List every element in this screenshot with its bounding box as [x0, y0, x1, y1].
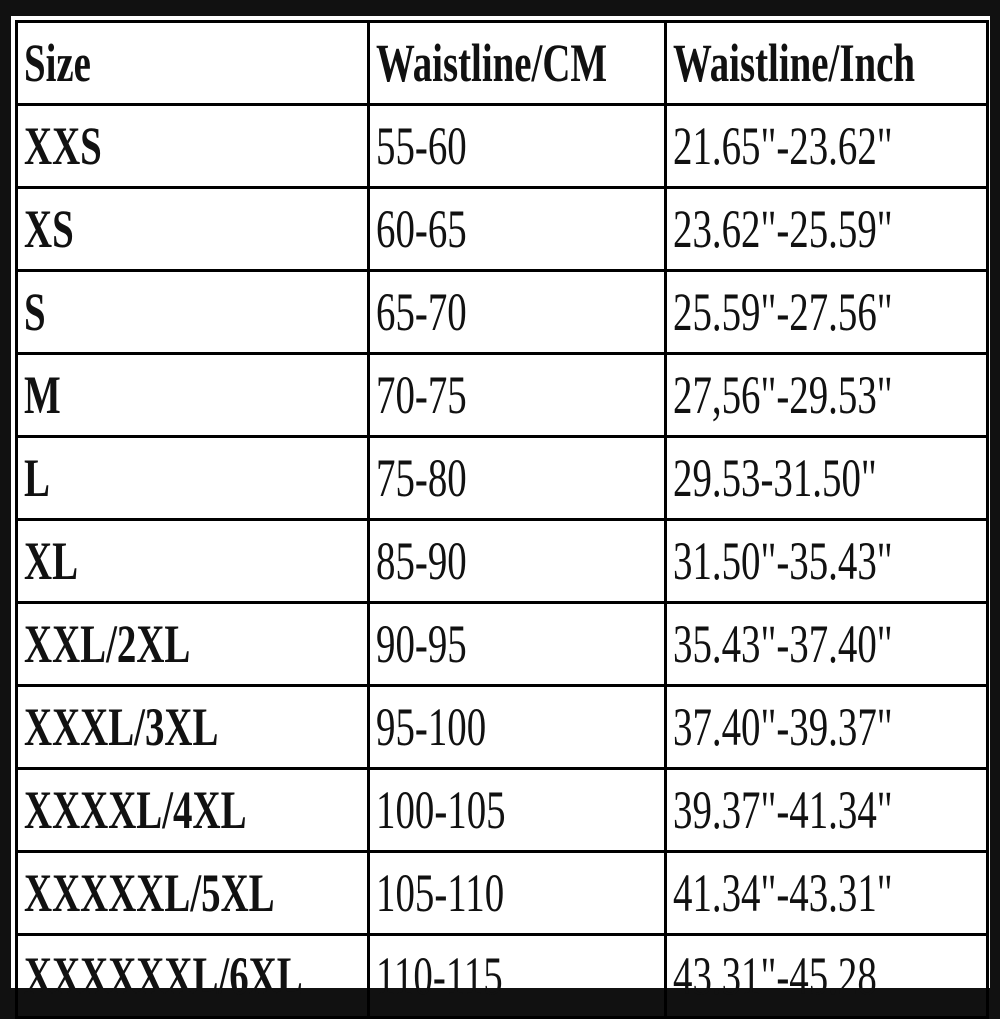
size-text: M [24, 365, 61, 425]
waist-inch-text: 35.43"-37.40" [673, 614, 893, 674]
table-row: XXS 55-60 21.65"-23.62" [15, 103, 989, 189]
waist-inch-text: 43.31"-45.28 [673, 946, 877, 1006]
waist-inch-text: 21.65"-23.62" [673, 116, 893, 176]
waist-cm-cell: 95-100 [367, 684, 667, 770]
waist-cm-text: 95-100 [376, 697, 487, 757]
waist-cm-cell: 70-75 [367, 352, 667, 438]
table-row: XXXXL/4XL 100-105 39.37"-41.34" [15, 767, 989, 853]
table-row: XXXXXXL/6XL 110-115 43.31"-45.28 [15, 933, 989, 1019]
waist-inch-cell: 25.59"-27.56" [664, 269, 989, 355]
size-text: XS [24, 199, 74, 259]
waist-inch-cell: 31.50"-35.43" [664, 518, 989, 604]
size-cell: XXXXXXL/6XL [15, 933, 370, 1019]
table-row: XS 60-65 23.62"-25.59" [15, 186, 989, 272]
header-cell: Waistline/CM [367, 20, 667, 106]
size-cell: XXXXXL/5XL [15, 850, 370, 936]
waist-inch-text: 27,56"-29.53" [673, 365, 893, 425]
waist-cm-text: 100-105 [376, 780, 506, 840]
size-cell: XXS [15, 103, 370, 189]
size-table: Size Waistline/CM Waistline/Inch XXS 55-6… [15, 20, 989, 1019]
waist-inch-cell: 37.40"-39.37" [664, 684, 989, 770]
size-chart: Size Waistline/CM Waistline/Inch XXS 55-6… [11, 16, 990, 1019]
table-row: XXL/2XL 90-95 35.43"-37.40" [15, 601, 989, 687]
table-row: XXXXXL/5XL 105-110 41.34"-43.31" [15, 850, 989, 936]
table-row: L 75-80 29.53-31.50" [15, 435, 989, 521]
waist-inch-text: 31.50"-35.43" [673, 531, 893, 591]
waist-cm-text: 85-90 [376, 531, 467, 591]
header-cell: Size [15, 20, 370, 106]
table-row: XL 85-90 31.50"-35.43" [15, 518, 989, 604]
waist-inch-text: 25.59"-27.56" [673, 282, 893, 342]
waist-cm-cell: 85-90 [367, 518, 667, 604]
waist-cm-text: 65-70 [376, 282, 467, 342]
size-cell: M [15, 352, 370, 438]
waist-inch-text: 39.37"-41.34" [673, 780, 893, 840]
size-cell: XS [15, 186, 370, 272]
size-cell: XL [15, 518, 370, 604]
waist-inch-cell: 27,56"-29.53" [664, 352, 989, 438]
waist-cm-cell: 110-115 [367, 933, 667, 1019]
size-text: XXXXL/4XL [24, 780, 247, 840]
size-cell: XXL/2XL [15, 601, 370, 687]
waist-cm-cell: 55-60 [367, 103, 667, 189]
size-cell: XXXXL/4XL [15, 767, 370, 853]
waist-cm-text: 105-110 [376, 863, 505, 923]
waist-cm-cell: 60-65 [367, 186, 667, 272]
header-waist-inch: Waistline/Inch [673, 33, 915, 93]
waist-cm-text: 60-65 [376, 199, 467, 259]
waist-cm-cell: 105-110 [367, 850, 667, 936]
waist-inch-text: 41.34"-43.31" [673, 863, 893, 923]
waist-inch-cell: 35.43"-37.40" [664, 601, 989, 687]
waist-cm-cell: 65-70 [367, 269, 667, 355]
waist-inch-cell: 41.34"-43.31" [664, 850, 989, 936]
waist-cm-cell: 90-95 [367, 601, 667, 687]
size-cell: S [15, 269, 370, 355]
waist-cm-text: 110-115 [376, 946, 503, 1006]
waist-inch-cell: 39.37"-41.34" [664, 767, 989, 853]
size-text: XL [24, 531, 79, 591]
waist-inch-cell: 43.31"-45.28 [664, 933, 989, 1019]
waist-cm-cell: 75-80 [367, 435, 667, 521]
waist-inch-text: 29.53-31.50" [673, 448, 877, 508]
size-text: XXXXXL/5XL [24, 863, 275, 923]
size-cell: L [15, 435, 370, 521]
size-text: XXXL/3XL [24, 697, 219, 757]
table-row: S 65-70 25.59"-27.56" [15, 269, 989, 355]
waist-inch-cell: 21.65"-23.62" [664, 103, 989, 189]
waist-cm-text: 90-95 [376, 614, 467, 674]
table-row: M 70-75 27,56"-29.53" [15, 352, 989, 438]
table-row: XXXL/3XL 95-100 37.40"-39.37" [15, 684, 989, 770]
size-text: XXXXXXL/6XL [24, 946, 303, 1006]
size-text: L [24, 448, 50, 508]
header-row: Size Waistline/CM Waistline/Inch [15, 20, 989, 106]
header-waist-cm: Waistline/CM [376, 33, 608, 93]
size-text: XXL/2XL [24, 614, 191, 674]
waist-inch-text: 23.62"-25.59" [673, 199, 893, 259]
waist-cm-cell: 100-105 [367, 767, 667, 853]
waist-cm-text: 75-80 [376, 448, 467, 508]
waist-cm-text: 55-60 [376, 116, 467, 176]
waist-inch-text: 37.40"-39.37" [673, 697, 893, 757]
size-cell: XXXL/3XL [15, 684, 370, 770]
size-text: S [24, 282, 46, 342]
waist-inch-cell: 29.53-31.50" [664, 435, 989, 521]
waist-cm-text: 70-75 [376, 365, 467, 425]
waist-inch-cell: 23.62"-25.59" [664, 186, 989, 272]
header-size: Size [24, 33, 91, 93]
header-cell: Waistline/Inch [664, 20, 989, 106]
size-text: XXS [24, 116, 102, 176]
